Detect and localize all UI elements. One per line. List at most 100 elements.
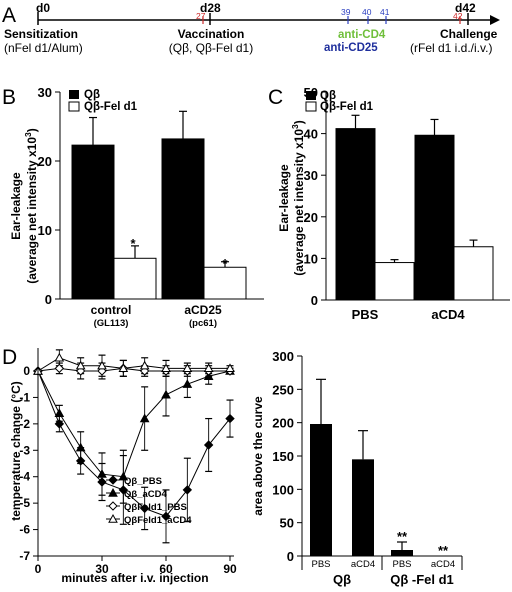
x-tick-label: 0 — [35, 562, 42, 576]
y-tick-label: 10 — [38, 223, 52, 238]
day-42-red: 42 — [453, 11, 463, 21]
series-line-Qβ_aCD4 — [37, 370, 231, 478]
event-vaccination: Vaccination — [178, 27, 245, 41]
panel-label-a: A — [2, 4, 16, 27]
b-y-ticks: 0 10 20 30 — [38, 85, 60, 307]
panel-b-chart: B Ear-leakage (average net intensity x10… — [2, 85, 264, 329]
y-tick-label: 250 — [272, 382, 294, 397]
c-legend-qbfel: Qβ-Fel d1 — [320, 101, 374, 113]
point-QβFeld1_aCD4 — [97, 360, 107, 370]
c-cat-pbs: PBS — [352, 307, 379, 322]
point-Qβ_aCD4 — [182, 379, 193, 388]
y-tick-label: 150 — [272, 449, 294, 464]
d-bar-cat-1: PBS — [311, 559, 330, 570]
b-cat-control-sub: (GL113) — [94, 318, 129, 329]
y-tick-label: 10 — [304, 251, 318, 266]
event-sensitization-sub: (nFel d1/Alum) — [4, 41, 83, 55]
b-ylabel-line2: (average net intensity x103) — [23, 128, 39, 283]
d-line-xlabel: minutes after i.v. injection — [61, 571, 208, 585]
panel-a-timeline: A d0 d28 d42 27 39 40 41 42 Sensitizatio… — [2, 1, 500, 55]
b-sig-control: * — [130, 236, 136, 251]
panel-label-c: C — [268, 86, 283, 109]
legend-marker-QβFeld1_PBS — [108, 501, 118, 511]
legend-marker-QβFeld1_aCD4 — [108, 513, 118, 523]
y-tick-label: -4 — [19, 470, 30, 484]
y-tick-label: 0 — [23, 364, 30, 378]
event-anti-cd4: anti-CD4 — [338, 29, 386, 41]
b-cat-acd25: aCD25 — [184, 303, 222, 317]
event-challenge-sub: (rFel d1 i.d./i.v.) — [410, 41, 492, 55]
day-40: 40 — [362, 7, 372, 17]
day-d0: d0 — [36, 1, 50, 15]
bar-qb-fel-control — [113, 257, 157, 300]
y-tick-label: 100 — [272, 482, 294, 497]
event-vaccination-sub: (Qβ, Qβ-Fel d1) — [169, 41, 253, 55]
d-bar-sig-3: ** — [397, 529, 408, 544]
d-bar-cat-2: aCD4 — [351, 559, 375, 570]
panel-c-chart: C Ear-leakage (average net intensity x10… — [268, 85, 510, 322]
y-tick-label: 0 — [287, 549, 294, 564]
y-tick-label: -3 — [19, 443, 30, 457]
point-Qβ_PBS — [139, 503, 150, 514]
bar-qb-aCD4 — [414, 134, 455, 301]
event-sensitization: Sensitization — [4, 27, 78, 41]
d-line-series — [37, 357, 231, 517]
d-bar-ylabel: area above the curve — [251, 396, 265, 516]
d-line-ticks: 0 -1 -2 -3 -4 -5 -6 -7 0 30 60 90 — [19, 364, 237, 576]
point-Qβ_PBS — [161, 511, 171, 522]
b-legend-swatch-qbfel — [68, 101, 80, 112]
panel-d-line-chart: D temperature change (°C) minutes after … — [2, 346, 237, 585]
point-QβFeld1_PBS — [54, 363, 65, 374]
bar-qb-aCD25 — [161, 138, 205, 300]
day-39: 39 — [341, 7, 351, 17]
b-legend-swatch-qb — [69, 90, 79, 99]
d-legend-qbfeld1-acd4: QβFeld1_aCD4 — [124, 515, 192, 526]
y-tick-label: 20 — [304, 210, 318, 225]
y-tick-label: -1 — [19, 390, 30, 404]
y-tick-label: 40 — [304, 127, 318, 142]
b-sig-acd25: * — [222, 256, 228, 271]
x-tick-label: 60 — [159, 562, 173, 576]
day-d28: d28 — [200, 1, 221, 15]
d-legend-qb-pbs: Qβ_PBS — [124, 476, 162, 487]
d-bar-cat-3: PBS — [392, 559, 411, 570]
c-legend-qb: Qβ — [320, 90, 336, 102]
bar-PBS — [391, 550, 413, 556]
point-Qβ_aCD4 — [139, 413, 150, 423]
event-challenge: Challenge — [440, 27, 498, 41]
d-line-markers — [33, 352, 235, 523]
bar-qb-fel-aCD25 — [203, 266, 247, 300]
c-legend-swatch-qbfel — [305, 101, 317, 112]
d-bar-sig-4: ** — [438, 543, 449, 558]
point-QβFeld1_aCD4 — [54, 352, 65, 362]
x-tick-label: 30 — [95, 562, 109, 576]
c-sig-acd4: ** — [422, 232, 433, 247]
y-tick-label: -2 — [19, 417, 30, 431]
d-bar-group-qbfel: Qβ -Fel d1 — [390, 572, 454, 587]
point-Qβ_PBS — [54, 419, 65, 429]
y-tick-label: 300 — [272, 349, 294, 364]
b-cat-acd25-sub: (pc61) — [189, 318, 217, 329]
point-Qβ_PBS — [203, 440, 214, 450]
day-41: 41 — [380, 7, 390, 17]
d-bar-bars — [310, 424, 413, 556]
panel-d-bar-chart: area above the curve 050100150200250300 … — [251, 349, 463, 587]
y-tick-label: 50 — [280, 516, 294, 531]
point-QβFeld1_aCD4 — [225, 363, 235, 373]
b-cat-control: control — [91, 303, 132, 317]
y-tick-label: 0 — [311, 293, 318, 308]
bar-PBS — [310, 424, 332, 556]
point-Qβ_PBS — [75, 456, 86, 466]
c-bars — [335, 128, 494, 301]
panel-label-d: D — [2, 346, 17, 369]
legend-marker-Qβ_PBS — [108, 475, 118, 485]
b-legend-qbfel: Qβ-Fel d1 — [84, 101, 138, 113]
d-legend-qb-acd4: Qβ_aCD4 — [124, 489, 167, 500]
point-QβFeld1_aCD4 — [118, 363, 129, 373]
event-anti-cd25: anti-CD25 — [324, 42, 378, 54]
c-cat-acd4: aCD4 — [431, 307, 465, 322]
d-bar-ticks: 0 50 100 150 200 250 300 — [272, 349, 302, 564]
point-Qβ_aCD4 — [75, 442, 86, 452]
y-tick-label: 30 — [38, 85, 52, 100]
